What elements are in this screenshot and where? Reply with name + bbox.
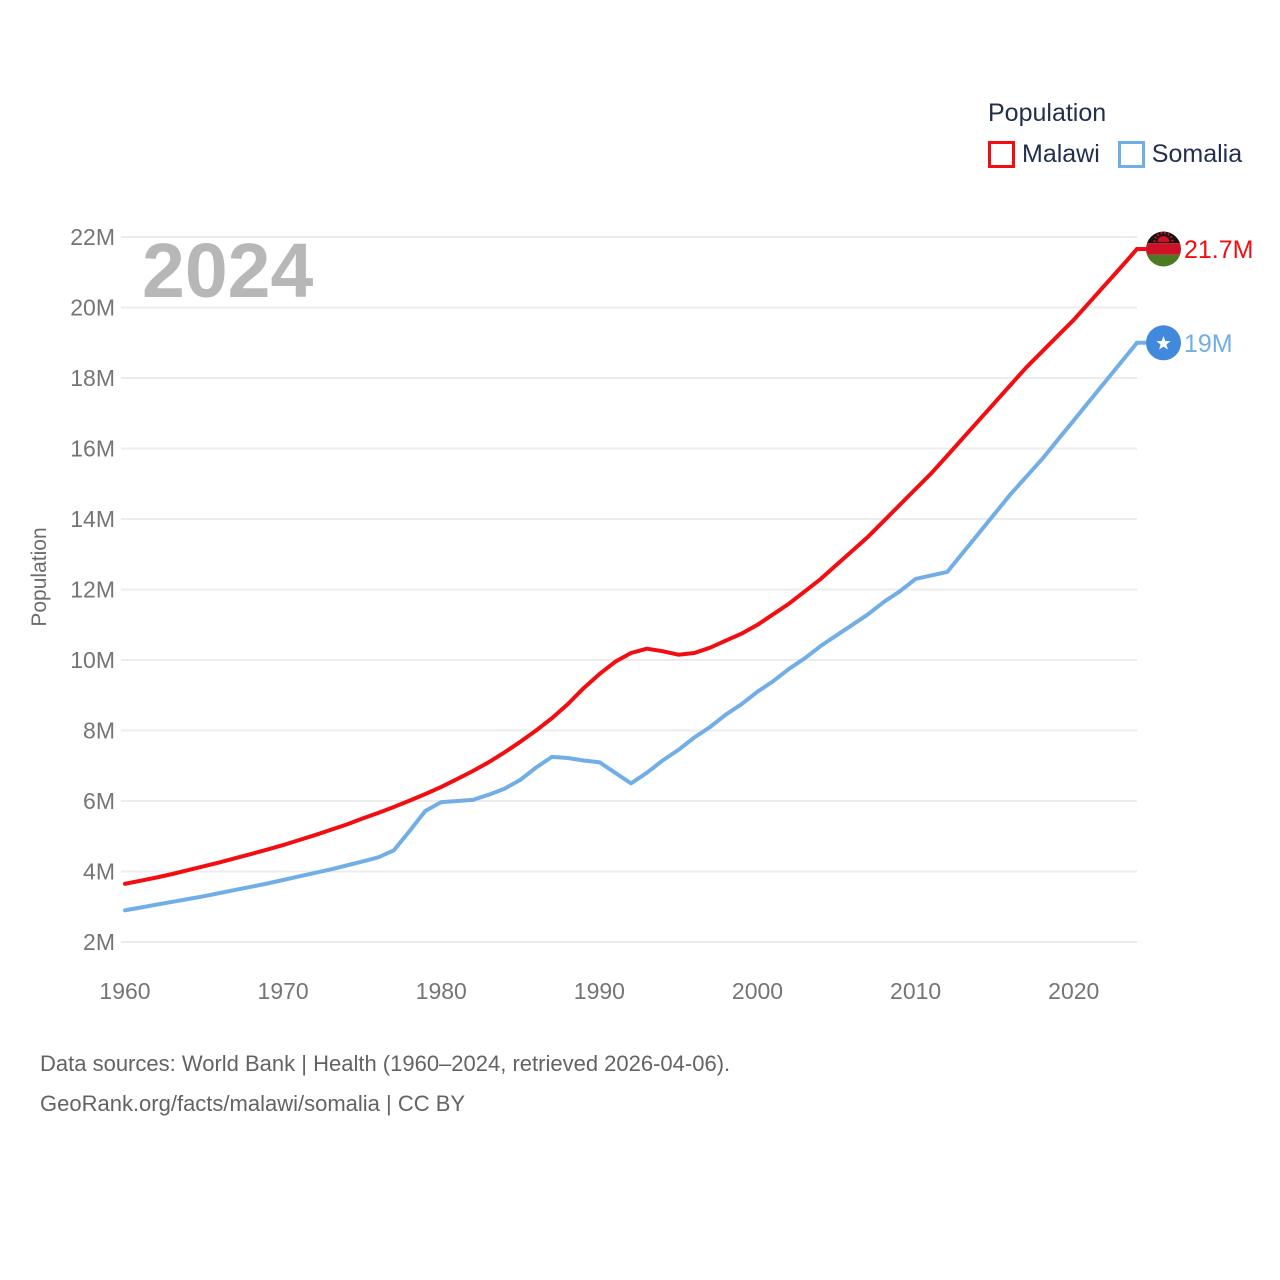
malawi-end-label: 21.7M <box>1184 236 1253 264</box>
x-tick-label: 1990 <box>574 978 625 1004</box>
y-tick-label: 12M <box>70 577 115 603</box>
x-tick-label: 1970 <box>258 978 309 1004</box>
footer: Data sources: World Bank | Health (1960–… <box>40 1044 730 1124</box>
x-tick-label: 2000 <box>732 978 783 1004</box>
legend-title: Population <box>988 99 1107 127</box>
y-axis-tick-labels: 2M 4M 6M 8M 10M 12M 14M 16M 18M 20M 22M <box>70 224 115 955</box>
x-tick-label: 1980 <box>416 978 467 1004</box>
y-tick-label: 10M <box>70 647 115 673</box>
y-tick-label: 6M <box>83 788 115 814</box>
legend-items: Malawi Somalia <box>988 140 1242 169</box>
malawi-swatch-icon <box>988 141 1015 168</box>
y-tick-label: 20M <box>70 295 115 321</box>
somalia-flag-icon <box>1146 325 1181 361</box>
somalia-swatch-icon <box>1117 141 1145 168</box>
x-tick-label: 2010 <box>890 978 941 1004</box>
x-tick-label: 2020 <box>1048 978 1099 1004</box>
watermark-year: 2024 <box>142 228 314 314</box>
y-tick-label: 8M <box>83 718 115 744</box>
gridlines <box>121 236 1137 943</box>
malawi-line <box>123 247 1139 886</box>
series-layer <box>123 247 1139 913</box>
y-axis-title: Population <box>28 527 51 626</box>
somalia-line <box>123 340 1139 913</box>
legend-item-somalia-label: Somalia <box>1151 140 1243 168</box>
y-tick-label: 14M <box>70 506 115 532</box>
somalia-end-label: 19M <box>1184 330 1233 358</box>
legend-item-malawi[interactable]: Malawi <box>988 140 1100 169</box>
footer-sources: Data sources: World Bank | Health (1960–… <box>40 1051 731 1076</box>
malawi-flag-icon <box>1146 231 1181 267</box>
y-tick-label: 18M <box>70 365 115 391</box>
end-marker-layer: 21.7M 19M <box>1135 231 1253 361</box>
y-tick-label: 16M <box>70 436 115 462</box>
legend-item-somalia[interactable]: Somalia <box>1117 140 1243 169</box>
y-tick-label: 4M <box>83 859 115 885</box>
legend: Population Malawi Somalia <box>988 99 1242 169</box>
x-tick-label: 1960 <box>99 978 150 1004</box>
x-axis-tick-labels: 1960 1970 1980 1990 2000 2010 2020 <box>99 978 1099 1004</box>
footer-attribution: GeoRank.org/facts/malawi/somalia | CC BY <box>40 1091 466 1116</box>
y-tick-label: 22M <box>70 224 115 250</box>
y-tick-label: 2M <box>83 929 115 955</box>
legend-item-malawi-label: Malawi <box>1022 140 1100 168</box>
